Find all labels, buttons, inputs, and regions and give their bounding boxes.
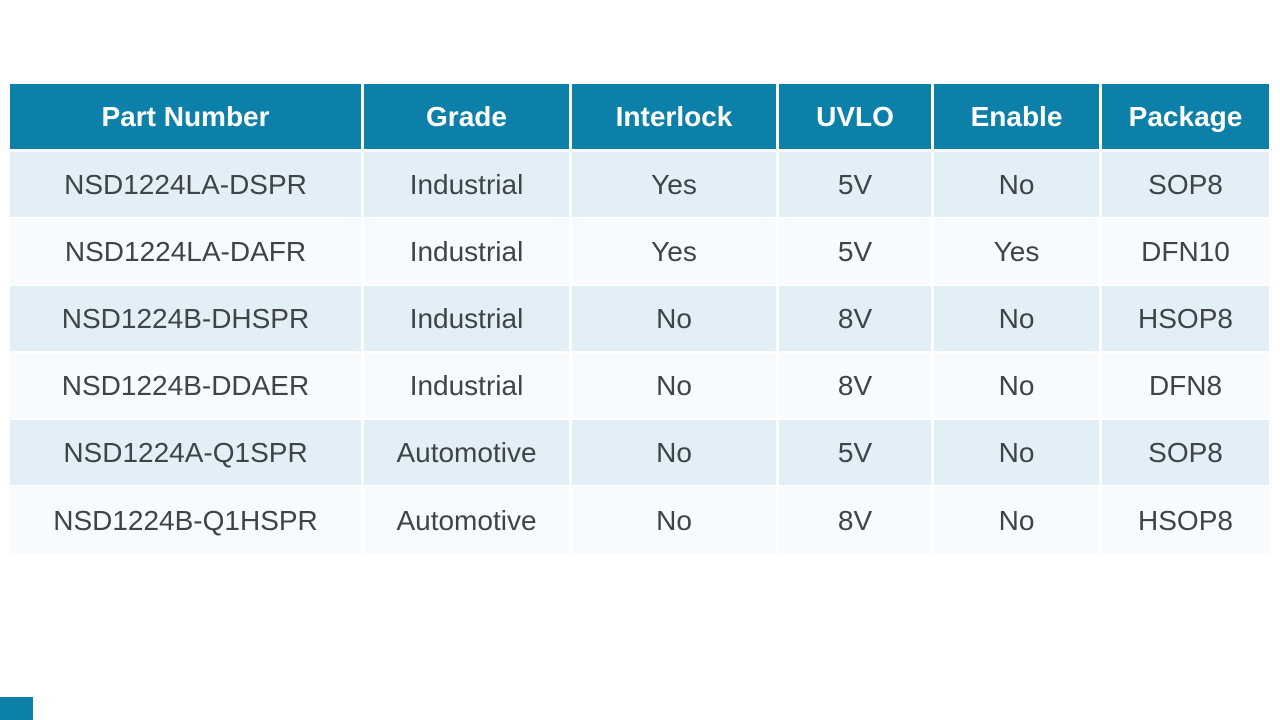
cell-part-number: NSD1224A-Q1SPR: [10, 420, 364, 487]
cell-package: HSOP8: [1102, 286, 1269, 353]
cell-part-number: NSD1224B-DDAER: [10, 353, 364, 420]
column-header-enable: Enable: [934, 84, 1102, 152]
table-header-row: Part Number Grade Interlock UVLO Enable …: [10, 84, 1269, 152]
cell-package: HSOP8: [1102, 487, 1269, 554]
cell-part-number: NSD1224LA-DSPR: [10, 152, 364, 219]
cell-interlock: No: [572, 420, 779, 487]
cell-part-number: NSD1224B-DHSPR: [10, 286, 364, 353]
table-row: NSD1224A-Q1SPR Automotive No 5V No SOP8: [10, 420, 1269, 487]
cell-grade: Industrial: [364, 286, 572, 353]
cell-interlock: No: [572, 353, 779, 420]
cell-part-number: NSD1224B-Q1HSPR: [10, 487, 364, 554]
cell-uvlo: 5V: [779, 219, 934, 286]
cell-grade: Industrial: [364, 152, 572, 219]
cell-grade: Automotive: [364, 420, 572, 487]
cell-interlock: No: [572, 487, 779, 554]
product-selection-table: Part Number Grade Interlock UVLO Enable …: [10, 84, 1269, 554]
column-header-interlock: Interlock: [572, 84, 779, 152]
cell-package: SOP8: [1102, 420, 1269, 487]
cell-interlock: Yes: [572, 152, 779, 219]
column-header-package: Package: [1102, 84, 1269, 152]
cell-uvlo: 8V: [779, 353, 934, 420]
table-row: NSD1224B-Q1HSPR Automotive No 8V No HSOP8: [10, 487, 1269, 554]
cell-uvlo: 8V: [779, 286, 934, 353]
cell-enable: No: [934, 420, 1102, 487]
cell-enable: No: [934, 487, 1102, 554]
cell-enable: Yes: [934, 219, 1102, 286]
column-header-grade: Grade: [364, 84, 572, 152]
cell-package: DFN10: [1102, 219, 1269, 286]
column-header-uvlo: UVLO: [779, 84, 934, 152]
table-row: NSD1224B-DHSPR Industrial No 8V No HSOP8: [10, 286, 1269, 353]
cell-enable: No: [934, 353, 1102, 420]
table-body: NSD1224LA-DSPR Industrial Yes 5V No SOP8 NSD12…: [10, 152, 1269, 554]
column-header-part-number: Part Number: [10, 84, 364, 152]
cell-uvlo: 5V: [779, 152, 934, 219]
table-row: NSD1224B-DDAER Industrial No 8V No DFN8: [10, 353, 1269, 420]
cell-grade: Industrial: [364, 219, 572, 286]
cell-grade: Industrial: [364, 353, 572, 420]
cell-interlock: Yes: [572, 219, 779, 286]
cell-grade: Automotive: [364, 487, 572, 554]
cell-uvlo: 8V: [779, 487, 934, 554]
cell-package: SOP8: [1102, 152, 1269, 219]
cell-enable: No: [934, 152, 1102, 219]
table-row: NSD1224LA-DSPR Industrial Yes 5V No SOP8: [10, 152, 1269, 219]
cell-enable: No: [934, 286, 1102, 353]
cell-package: DFN8: [1102, 353, 1269, 420]
slide-corner-accent: [0, 697, 33, 720]
cell-uvlo: 5V: [779, 420, 934, 487]
cell-interlock: No: [572, 286, 779, 353]
table-header: Part Number Grade Interlock UVLO Enable …: [10, 84, 1269, 152]
cell-part-number: NSD1224LA-DAFR: [10, 219, 364, 286]
table-row: NSD1224LA-DAFR Industrial Yes 5V Yes DFN10: [10, 219, 1269, 286]
product-selection-table-container: Part Number Grade Interlock UVLO Enable …: [10, 84, 1269, 554]
